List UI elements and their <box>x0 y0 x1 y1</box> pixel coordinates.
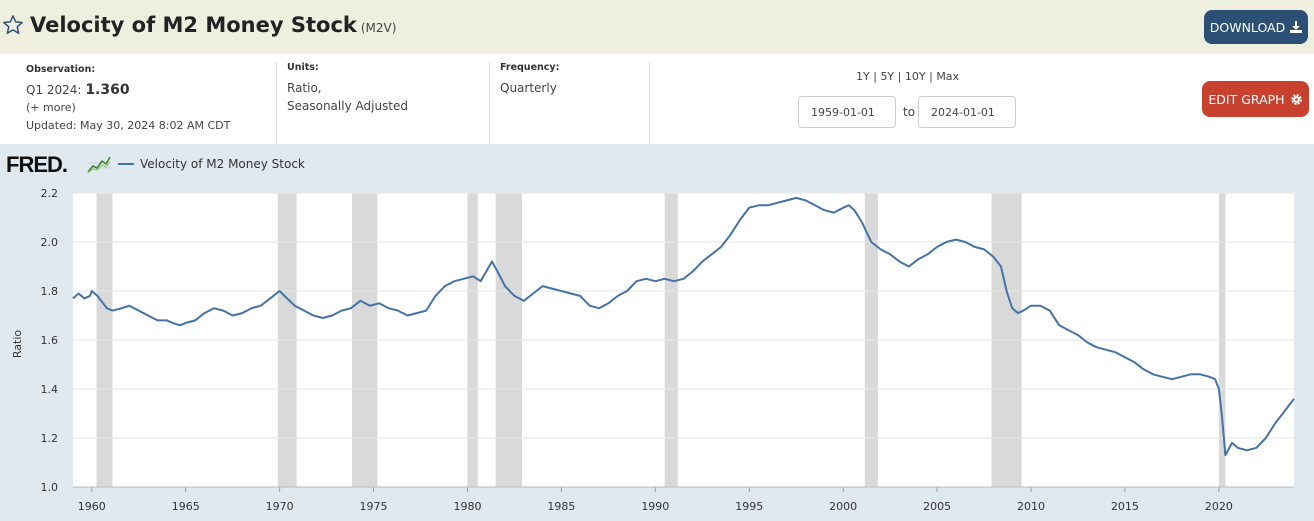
observation-period: Q1 2024: <box>26 83 82 97</box>
range-5y[interactable]: 5Y <box>880 70 895 83</box>
star-icon[interactable] <box>2 14 24 36</box>
x-tick-label: 1975 <box>360 500 388 513</box>
y-axis-label: Ratio <box>11 330 24 359</box>
range-selector: 1Y | 5Y | 10Y | Max <box>856 70 959 83</box>
x-tick-label: 1985 <box>547 500 575 513</box>
x-tick-label: 2005 <box>923 500 951 513</box>
column-divider <box>649 62 651 144</box>
units-block: Units: Ratio, Seasonally Adjusted <box>276 62 408 144</box>
observation-value: 1.360 <box>85 82 130 98</box>
fred-logo: FRED. <box>6 152 68 178</box>
x-tick-label: 1990 <box>641 500 669 513</box>
x-tick-label: 1965 <box>172 500 200 513</box>
page-title: Velocity of M2 Money Stock (M2V) <box>30 13 396 37</box>
gear-icon <box>1290 93 1302 105</box>
units-line2: Seasonally Adjusted <box>287 99 409 113</box>
fred-chart-icon <box>87 154 111 174</box>
range-1y[interactable]: 1Y <box>856 70 870 83</box>
series-info-panel: Observation: Q1 2024: 1.360 (+ more) Upd… <box>0 54 1314 144</box>
units-label: Units: <box>287 62 319 73</box>
frequency-block: Frequency: Quarterly <box>489 62 559 144</box>
y-tick-label: 1.6 <box>41 334 59 347</box>
edit-graph-button[interactable]: EDIT GRAPH <box>1202 81 1309 117</box>
observation-line: Q1 2024: 1.360 <box>26 81 230 99</box>
more-link[interactable]: (+ more) <box>26 101 76 114</box>
legend-label: Velocity of M2 Money Stock <box>140 157 305 171</box>
y-tick-label: 1.8 <box>41 285 59 298</box>
range-separator: | <box>929 70 933 83</box>
x-tick-label: 2010 <box>1017 500 1045 513</box>
x-tick-label: 1995 <box>735 500 763 513</box>
range-separator: | <box>897 70 902 83</box>
series-title: Velocity of M2 Money Stock <box>30 13 357 37</box>
x-tick-label: 1960 <box>78 500 106 513</box>
range-10y[interactable]: 10Y <box>904 70 926 83</box>
frequency-label: Frequency: <box>500 62 560 73</box>
y-tick-label: 2.2 <box>41 187 59 200</box>
end-date-input[interactable]: 2024-01-01 <box>918 96 1016 128</box>
x-tick-label: 2000 <box>829 500 857 513</box>
download-icon <box>1290 21 1303 33</box>
updated-text: Updated: May 30, 2024 8:02 AM CDT <box>26 119 231 132</box>
y-tick-label: 2.0 <box>41 236 59 249</box>
logo-text: FRED <box>6 152 63 177</box>
y-tick-label: 1.0 <box>41 481 59 494</box>
observation-label: Observation: <box>26 64 96 75</box>
x-tick-label: 1970 <box>266 500 294 513</box>
legend-swatch <box>118 163 134 165</box>
title-bar: Velocity of M2 Money Stock (M2V) DOWNLOAD <box>0 0 1314 54</box>
frequency-value: Quarterly <box>500 81 557 95</box>
x-tick-label: 2015 <box>1111 500 1139 513</box>
range-max[interactable]: Max <box>936 70 960 83</box>
range-separator: | <box>873 70 877 83</box>
y-tick-label: 1.2 <box>41 432 59 445</box>
to-label: to <box>903 105 916 119</box>
start-date-input[interactable]: 1959-01-01 <box>798 96 896 128</box>
download-button[interactable]: DOWNLOAD <box>1204 10 1308 44</box>
units-line1: Ratio, <box>287 81 322 95</box>
x-tick-label: 1980 <box>453 500 481 513</box>
chart-legend: Velocity of M2 Money Stock <box>118 157 305 171</box>
line-chart: 1.0 1.2 1.4 1.6 1.8 2.0 2.2 1960 1965 1970 1975 198… <box>11 187 1295 513</box>
download-label: DOWNLOAD <box>1209 19 1286 35</box>
edit-graph-label: EDIT GRAPH <box>1208 91 1285 107</box>
series-id: (M2V) <box>360 21 397 35</box>
observation-block: Observation: Q1 2024: 1.360 (+ more) Upd… <box>26 64 230 154</box>
x-tick-label: 2020 <box>1205 500 1233 513</box>
y-tick-label: 1.4 <box>41 383 59 396</box>
series-line <box>72 196 1295 457</box>
logo-dot: . <box>61 152 68 177</box>
